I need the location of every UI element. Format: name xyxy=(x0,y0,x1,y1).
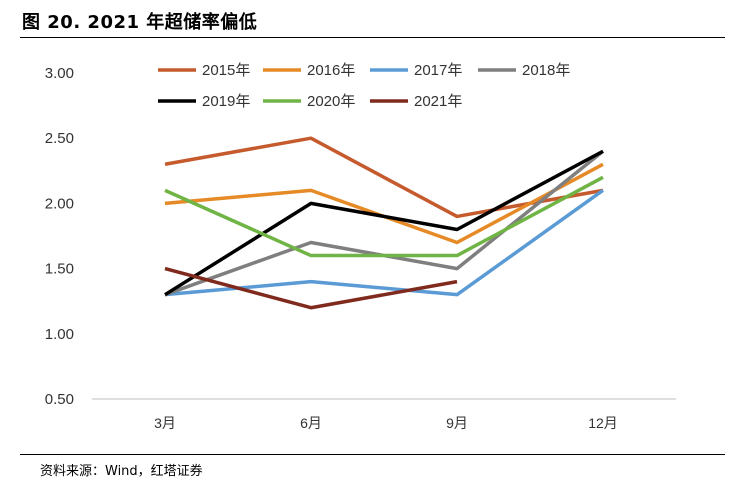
legend-item: 2018年 xyxy=(478,62,570,79)
y-tick-label: 1.00 xyxy=(45,326,74,343)
legend-item: 2015年 xyxy=(158,62,250,79)
chart-axes: 0.50 1.00 1.50 2.00 2.50 3.00 3月 6月 9月 12月 xyxy=(45,65,676,431)
legend-item: 2019年 xyxy=(158,93,250,110)
legend-label: 2018年 xyxy=(522,62,570,79)
legend-item: 2017年 xyxy=(370,62,462,79)
legend-label: 2019年 xyxy=(202,93,250,110)
y-tick-label: 1.50 xyxy=(45,261,74,278)
y-tick-label: 2.50 xyxy=(45,130,74,147)
y-tick-label: 0.50 xyxy=(45,391,74,408)
legend-item: 2021年 xyxy=(370,93,462,110)
legend-item: 2020年 xyxy=(263,93,355,110)
legend-label: 2017年 xyxy=(414,62,462,79)
legend-label: 2016年 xyxy=(307,62,355,79)
y-tick-label: 3.00 xyxy=(45,65,74,82)
y-tick-label: 2.00 xyxy=(45,195,74,212)
chart-legend: 2015年 2016年 2017年 2018年 2019年 2020年 2021年 xyxy=(158,62,570,110)
source-note: 资料来源：Wind，红塔证券 xyxy=(40,464,203,479)
legend-item: 2016年 xyxy=(263,62,355,79)
series-line-2020年 xyxy=(164,175,604,258)
legend-label: 2015年 xyxy=(202,62,250,79)
bottom-rule xyxy=(20,454,725,455)
x-tick-label: 6月 xyxy=(300,415,322,431)
series-line-2018年 xyxy=(164,149,605,297)
x-tick-label: 9月 xyxy=(446,415,468,431)
series-line-2019年 xyxy=(164,149,604,297)
x-tick-label: 12月 xyxy=(588,415,618,431)
legend-label: 2021年 xyxy=(414,93,462,110)
series-line-2021年 xyxy=(164,266,458,310)
legend-label: 2020年 xyxy=(307,93,355,110)
top-rule xyxy=(20,37,725,38)
x-tick-label: 3月 xyxy=(154,415,176,431)
chart-series xyxy=(164,136,605,310)
figure-title: 图 20. 2021 年超储率偏低 xyxy=(22,12,258,33)
